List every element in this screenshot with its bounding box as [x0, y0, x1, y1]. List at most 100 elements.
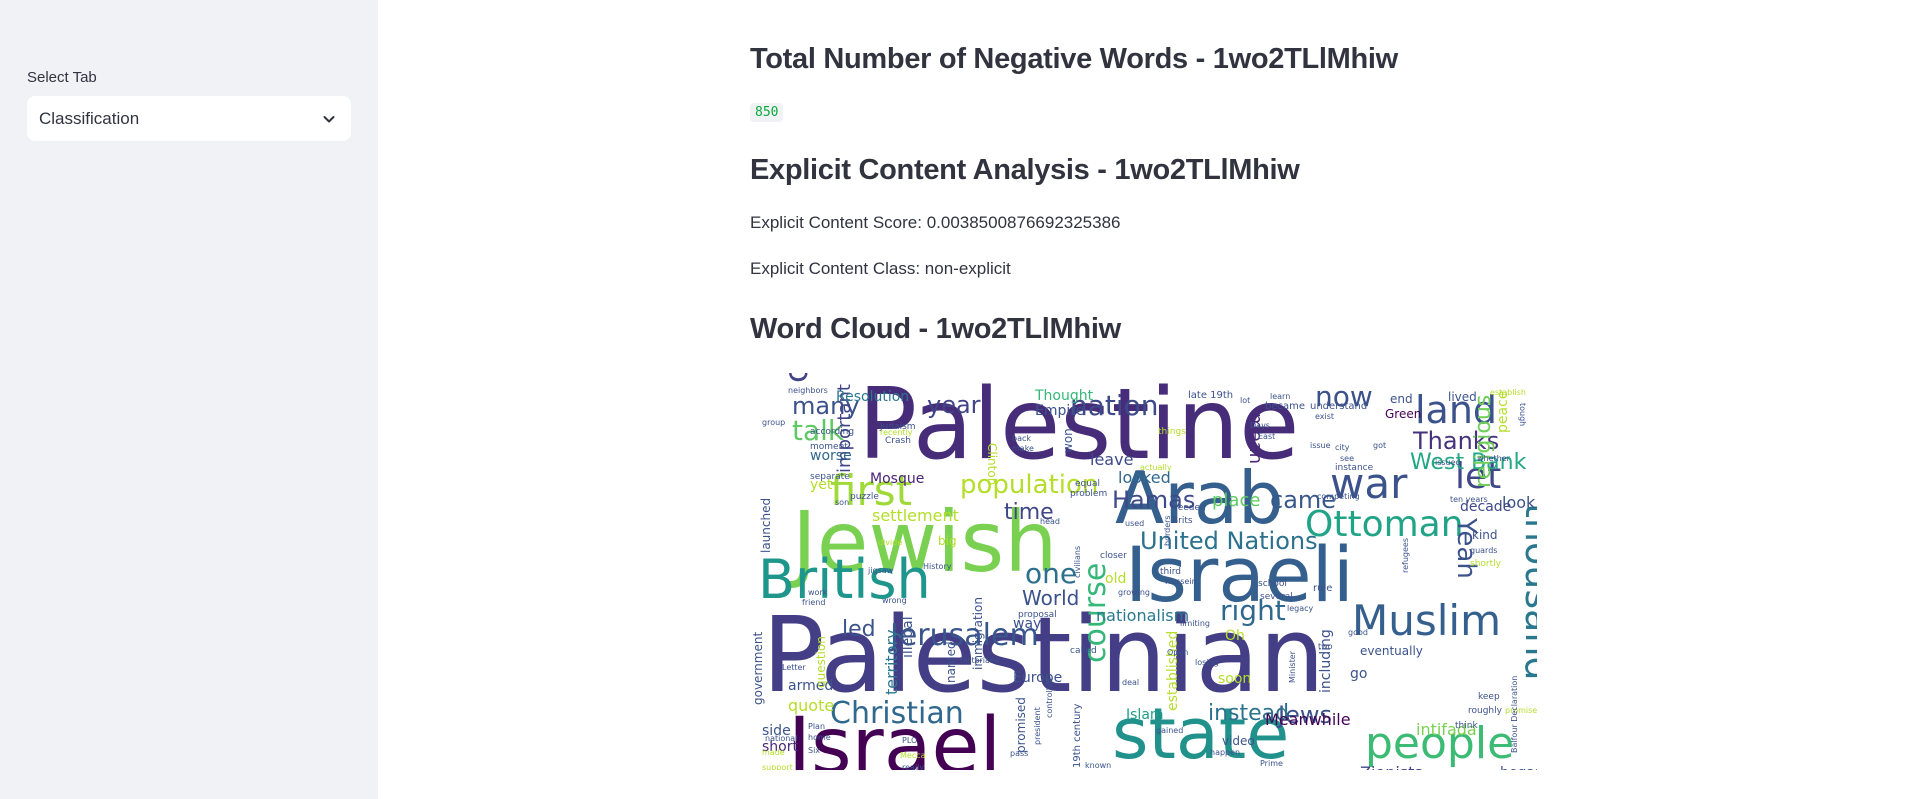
wordcloud-word: city — [1335, 443, 1350, 452]
wordcloud-word: son — [835, 498, 849, 507]
wordcloud-word: school — [1258, 579, 1287, 589]
wordcloud-word: growing — [1118, 588, 1150, 597]
wordcloud-word: armed — [788, 678, 833, 694]
wordcloud-word: religious — [1471, 395, 1496, 488]
wordcloud-word: keep — [1478, 692, 1500, 702]
wordcloud-word: make — [1012, 444, 1034, 453]
wordcloud-word: Oh — [1225, 628, 1245, 644]
wordcloud-word: promise — [1505, 706, 1537, 715]
wordcloud-word: video — [1222, 734, 1255, 748]
wordcloud-word: issue — [1310, 441, 1331, 450]
wordcloud-word: tough — [1518, 403, 1527, 426]
wordcloud-word: learn — [1270, 392, 1290, 401]
wordcloud-word: conflict — [777, 373, 815, 383]
wordcloud-word: called — [1070, 646, 1097, 656]
wordcloud-word: British — [758, 548, 931, 611]
wordcloud-word: PLO — [902, 736, 917, 745]
wordcloud-word: year — [927, 391, 981, 419]
wordcloud-word: Clinton — [985, 443, 999, 485]
wordcloud-word: yet — [810, 477, 833, 493]
wordcloud-word: divide — [878, 538, 902, 547]
wordcloud-word: home — [808, 733, 831, 742]
wordcloud-word: began — [1500, 765, 1537, 770]
wordcloud-word: Christian — [830, 696, 964, 731]
wordcloud-word: losing — [1195, 658, 1219, 667]
wordcloud-word: first — [830, 466, 912, 515]
wordcloud-word: Crash — [885, 436, 911, 446]
chevron-down-icon — [323, 115, 335, 122]
wordcloud-word: issued — [1435, 458, 1461, 467]
wordcloud-word: big — [938, 534, 957, 548]
negative-words-title: Total Number of Negative Words - 1wo2TLl… — [750, 43, 1398, 75]
wordcloud-word: leave — [1090, 450, 1133, 469]
wordcloud-word: guards — [1470, 546, 1497, 555]
wordcloud-word: Islam — [1126, 707, 1164, 723]
wordcloud-word: land — [1415, 388, 1497, 432]
wordcloud-word: 19th century — [1072, 703, 1083, 768]
wordcloud-word: Hamas — [1112, 486, 1195, 514]
wordcloud-word: friend — [802, 598, 825, 607]
wordcloud-word: ten years — [1450, 495, 1488, 504]
wordcloud-word: decade — [1460, 499, 1511, 515]
wordcloud-word: civilians — [1073, 546, 1082, 578]
wordcloud-word: Brits — [1172, 516, 1193, 526]
wordcloud-word: Jewish — [787, 493, 1058, 591]
wordcloud-word: support — [762, 763, 793, 770]
wordcloud-word: needed — [1172, 503, 1206, 513]
wordcloud-word: Thought — [1034, 388, 1094, 404]
wordcloud-word: equal — [1075, 479, 1100, 489]
wordcloud-word: West Bank — [1410, 450, 1527, 475]
wordcloud-word: head — [1040, 517, 1060, 526]
wordcloud-word: shortly — [1470, 559, 1502, 569]
wordcloud-word: separate — [810, 472, 850, 482]
wordcloud-word: led — [842, 617, 876, 642]
wordcloud-word: way — [1013, 616, 1041, 632]
wordcloud-word: known — [1085, 761, 1111, 770]
wordcloud-word: came — [1270, 486, 1336, 514]
wordcloud-word: Mosque — [870, 471, 924, 487]
wordcloud-word: government — [751, 632, 765, 705]
wordcloud-word: settlement — [872, 506, 959, 525]
wordcloud-word: Yeah — [1451, 517, 1481, 579]
wordcloud-word: good — [1348, 628, 1368, 637]
wordcloud-word: Thanks — [1412, 427, 1499, 455]
wordcloud-word: war — [1330, 459, 1408, 508]
wordcloud-word: deal — [1122, 678, 1139, 687]
wordcloud-word: mean — [1245, 413, 1266, 464]
wordcloud-word: pass — [1010, 749, 1028, 758]
wordcloud-word: establish — [1490, 388, 1526, 397]
wordcloud-word: happen — [1210, 748, 1240, 757]
wordcloud-word: neighbors — [788, 386, 828, 395]
wordcloud-word: peace — [1495, 391, 1511, 433]
wordcloud-word: controlled — [1045, 678, 1054, 718]
wordcloud-word: see — [1340, 454, 1354, 463]
wordcloud-word: really — [902, 763, 924, 770]
wordcloud-word: short — [762, 739, 798, 755]
wordcloud-word: whether — [1477, 454, 1511, 463]
wordcloud-word: Judaism — [879, 422, 916, 432]
wordcloud-word: question — [814, 636, 828, 688]
wordcloud-word: thousand — [1517, 503, 1537, 681]
tab-select-dropdown[interactable]: Classification — [27, 96, 351, 141]
wordcloud-word: legacy — [1287, 604, 1314, 613]
wordcloud-word: Empire — [1035, 403, 1084, 419]
wordcloud-word: gained — [1156, 726, 1183, 735]
explicit-analysis-title: Explicit Content Analysis - 1wo2TLlMhiw — [750, 154, 1300, 186]
wordcloud-word: Mecca — [900, 751, 926, 760]
wordcloud-word: eventually — [1360, 644, 1423, 658]
wordcloud-word: one — [1025, 557, 1077, 590]
wordcloud-word: many — [792, 392, 860, 420]
wordcloud-word: worse — [810, 448, 852, 464]
wordcloud-word: proposal — [1018, 610, 1057, 620]
wordcloud-word: quote — [788, 696, 834, 715]
wordcloud-word: got — [1373, 441, 1386, 450]
wordcloud-word: old — [1105, 571, 1126, 587]
wordcloud-word: Balfour Declaration — [1510, 676, 1519, 753]
wordcloud-word: let — [1455, 456, 1501, 497]
wordcloud-title: Word Cloud - 1wo2TLlMhiw — [750, 313, 1121, 345]
explicit-score-text: Explicit Content Score: 0.00385008766923… — [750, 213, 1121, 232]
select-tab-label: Select Tab — [27, 69, 97, 86]
wordcloud-word: competing — [1317, 492, 1360, 501]
wordcloud-word: made — [762, 748, 785, 757]
wordcloud-word: Six — [808, 746, 820, 755]
